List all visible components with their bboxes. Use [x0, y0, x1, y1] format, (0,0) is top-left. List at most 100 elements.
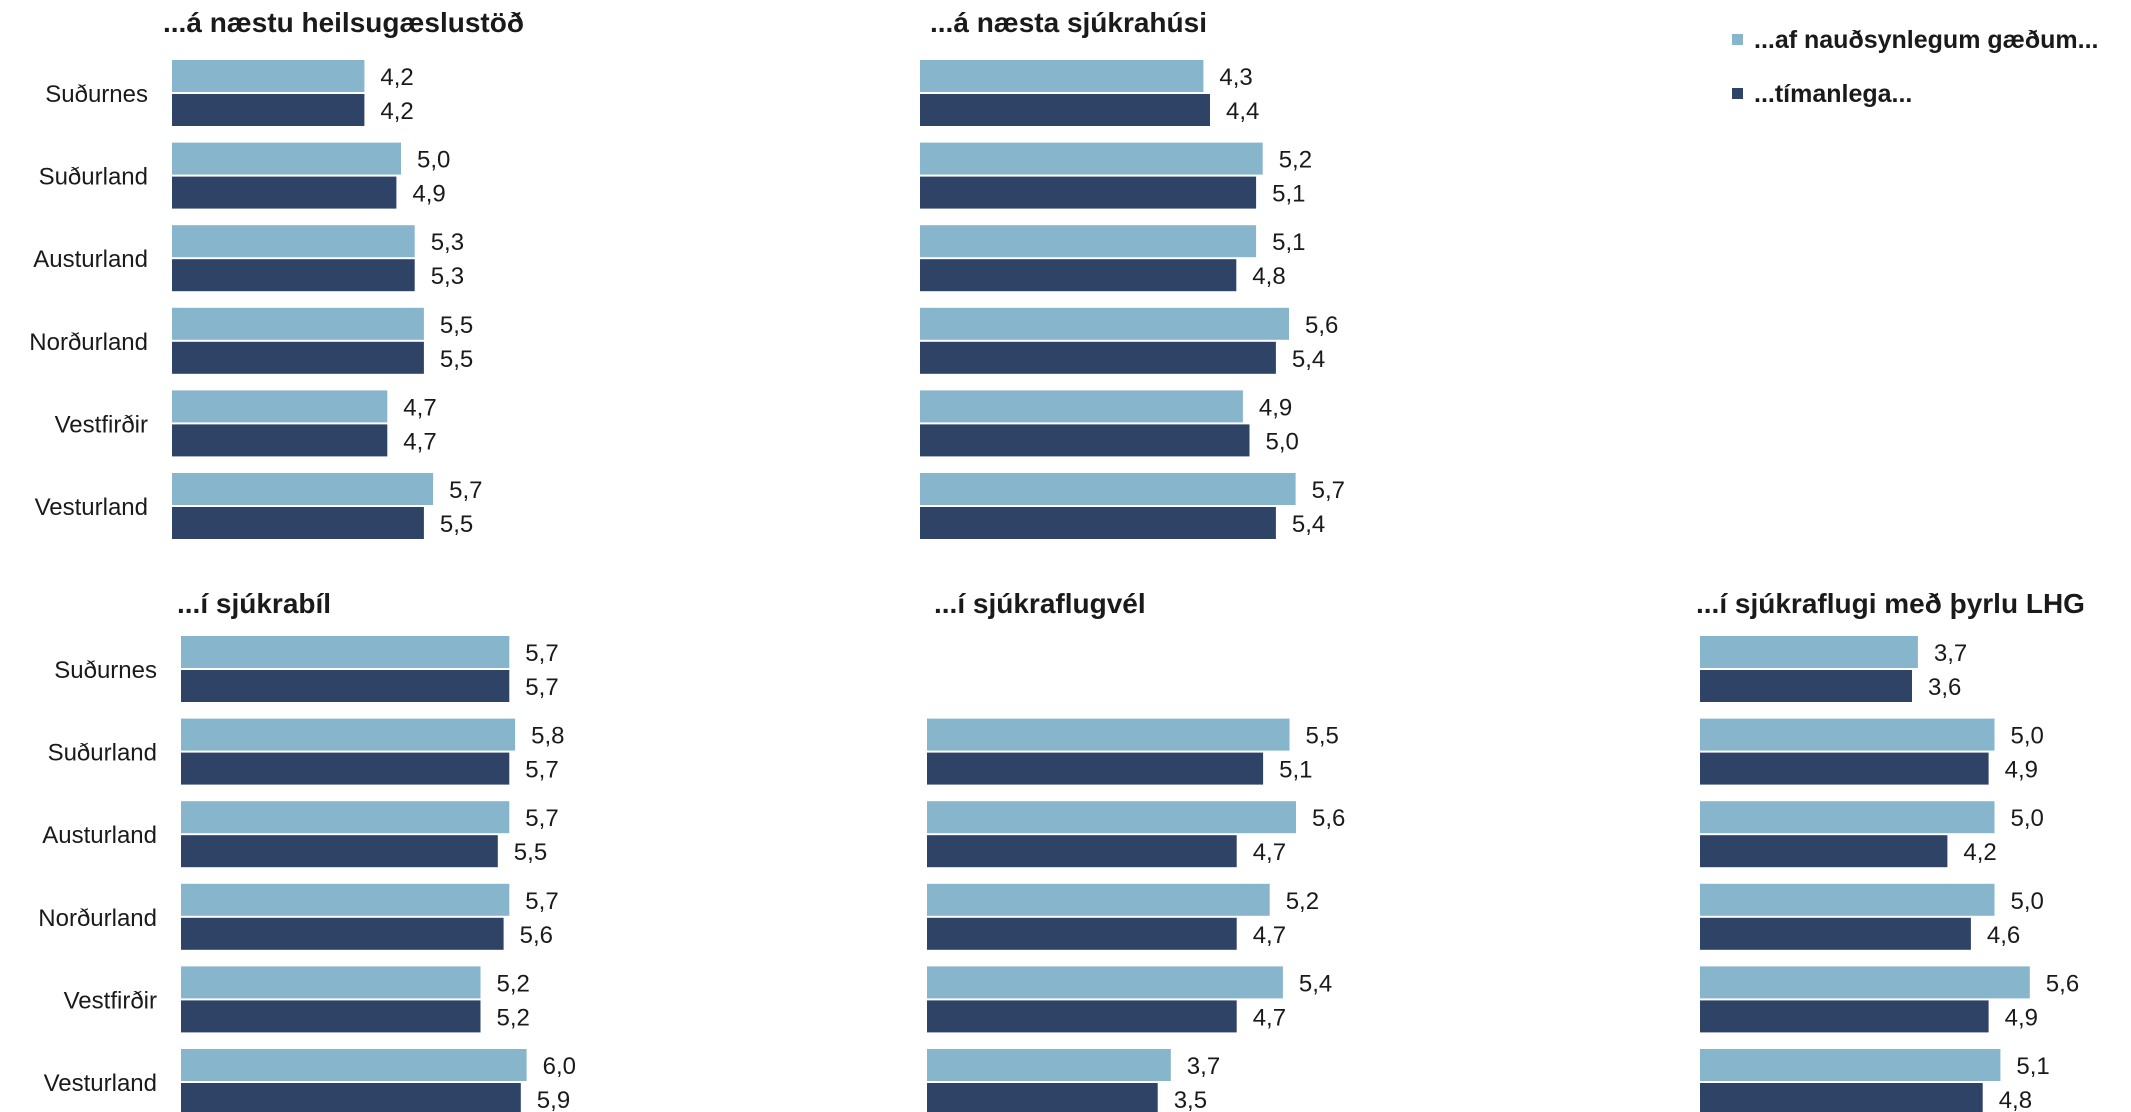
bar-nor-urland-series2: [181, 917, 504, 950]
bar-su-urnes-series1: [181, 636, 510, 668]
data-label: 5,6: [1305, 312, 1338, 339]
data-label: 4,8: [1999, 1087, 2032, 1112]
data-label: 4,9: [1259, 394, 1292, 421]
data-label: 5,0: [2011, 888, 2044, 915]
bar-nor-urland-series2: [172, 341, 424, 374]
bar-nor-urland-series2: [920, 341, 1276, 374]
data-label: 5,1: [1279, 757, 1312, 784]
data-label: 5,7: [525, 757, 558, 784]
bar-austurland-series2: [920, 259, 1237, 292]
data-label: 5,4: [1292, 346, 1325, 373]
bar-su-urnes-series2: [181, 670, 510, 702]
bar-nor-urland-series2: [1700, 917, 1971, 950]
bar-su-urland-series2: [927, 752, 1264, 785]
data-label: 5,5: [440, 511, 473, 538]
bar-austurland-series2: [181, 835, 498, 868]
legend: ...af nauðsynlegum gæðum... ...tímanlega…: [1732, 26, 2098, 108]
data-label: 4,7: [1253, 1004, 1286, 1031]
data-label: 3,6: [1928, 674, 1961, 701]
data-label: 4,9: [2005, 1004, 2038, 1031]
bar-austurland-series2: [172, 259, 415, 292]
bar-su-urland-series2: [1700, 752, 1989, 785]
bar-nor-urland-series1: [181, 883, 510, 916]
data-label: 5,3: [431, 229, 464, 256]
bar-nor-urland-series1: [920, 307, 1289, 340]
chart-panel-4: ...í sjúkraflugvél5,55,15,64,75,24,75,44…: [927, 588, 1345, 1112]
data-label: 4,7: [1253, 922, 1286, 949]
data-label: 5,9: [537, 1087, 570, 1112]
bar-su-urland-series1: [920, 142, 1263, 175]
category-label-vesturland: Vesturland: [44, 1070, 157, 1097]
bar-vestfir-ir-series1: [920, 390, 1243, 423]
chart-title: ...á næstu heilsugæslustöð: [163, 7, 524, 38]
bar-vestfir-ir-series2: [172, 424, 388, 457]
data-label: 5,8: [531, 723, 564, 750]
data-label: 4,6: [1987, 922, 2020, 949]
bar-vestfir-ir-series1: [181, 966, 481, 999]
bar-vestfir-ir-series2: [181, 1000, 481, 1033]
bar-su-urnes-series2: [1700, 670, 1912, 702]
bar-su-urland-series1: [927, 718, 1290, 751]
category-label-vesturland: Vesturland: [35, 494, 148, 521]
data-label: 4,2: [380, 98, 413, 125]
bar-su-urnes-series2: [920, 94, 1210, 126]
chart-title: ...í sjúkraflugi með þyrlu LHG: [1696, 588, 2085, 619]
data-label: 5,5: [440, 312, 473, 339]
bar-nor-urland-series1: [1700, 883, 1995, 916]
data-label: 4,9: [412, 181, 445, 208]
data-label: 4,9: [2005, 757, 2038, 784]
data-label: 4,7: [403, 428, 436, 455]
data-label: 3,5: [1174, 1087, 1207, 1112]
data-label: 5,1: [2016, 1053, 2049, 1080]
bar-austurland-series1: [172, 225, 415, 258]
category-label-su-urland: Suðurland: [39, 164, 148, 191]
data-label: 4,2: [1963, 839, 1996, 866]
bar-su-urland-series1: [1700, 718, 1995, 751]
bar-vesturland-series2: [927, 1083, 1158, 1112]
data-label: 4,8: [1252, 263, 1285, 290]
bar-vestfir-ir-series1: [172, 390, 388, 423]
data-label: 5,2: [497, 1004, 530, 1031]
data-label: 5,0: [2011, 723, 2044, 750]
data-label: 5,7: [525, 640, 558, 667]
data-label: 5,6: [520, 922, 553, 949]
bar-austurland-series1: [920, 225, 1257, 258]
bar-su-urland-series1: [172, 142, 401, 175]
chart-title: ...í sjúkraflugvél: [934, 588, 1146, 619]
data-label: 4,2: [380, 64, 413, 91]
category-label-nor-urland: Norðurland: [29, 329, 148, 356]
bar-vestfir-ir-series1: [927, 966, 1283, 999]
bar-vesturland-series1: [181, 1049, 527, 1081]
data-label: 5,7: [525, 888, 558, 915]
bar-vesturland-series2: [181, 1083, 521, 1112]
bar-su-urland-series2: [172, 176, 397, 209]
bar-vesturland-series1: [1700, 1049, 2001, 1081]
data-label: 5,3: [431, 263, 464, 290]
data-label: 5,2: [1279, 147, 1312, 174]
bar-su-urnes-series1: [172, 60, 365, 92]
data-label: 5,4: [1299, 970, 1332, 997]
chart-panels: ...á næstu heilsugæslustöð Suðurnes 4,2 4,2…: [29, 7, 2085, 1112]
bar-su-urland-series2: [920, 176, 1257, 209]
bar-vesturland-series2: [920, 507, 1276, 539]
data-label: 5,0: [2011, 805, 2044, 832]
bar-su-urnes-series1: [920, 60, 1204, 92]
bar-nor-urland-series1: [927, 883, 1270, 916]
legend-label-series1: ...af nauðsynlegum gæðum...: [1754, 26, 2098, 54]
data-label: 4,3: [1219, 64, 1252, 91]
category-label-su-urland: Suðurland: [48, 740, 157, 767]
category-label-su-urnes: Suðurnes: [45, 81, 148, 108]
data-label: 4,7: [1253, 839, 1286, 866]
data-label: 5,6: [2046, 970, 2079, 997]
bar-vesturland-series1: [172, 473, 434, 505]
bar-vesturland-series1: [927, 1049, 1171, 1081]
bar-vestfir-ir-series2: [927, 1000, 1237, 1033]
bar-vesturland-series2: [172, 507, 424, 539]
data-label: 5,5: [1306, 723, 1339, 750]
data-label: 5,6: [1312, 805, 1345, 832]
legend-label-series2: ...tímanlega...: [1754, 80, 1912, 108]
bar-austurland-series2: [1700, 835, 1948, 868]
data-label: 4,7: [403, 394, 436, 421]
bar-austurland-series1: [181, 801, 510, 834]
